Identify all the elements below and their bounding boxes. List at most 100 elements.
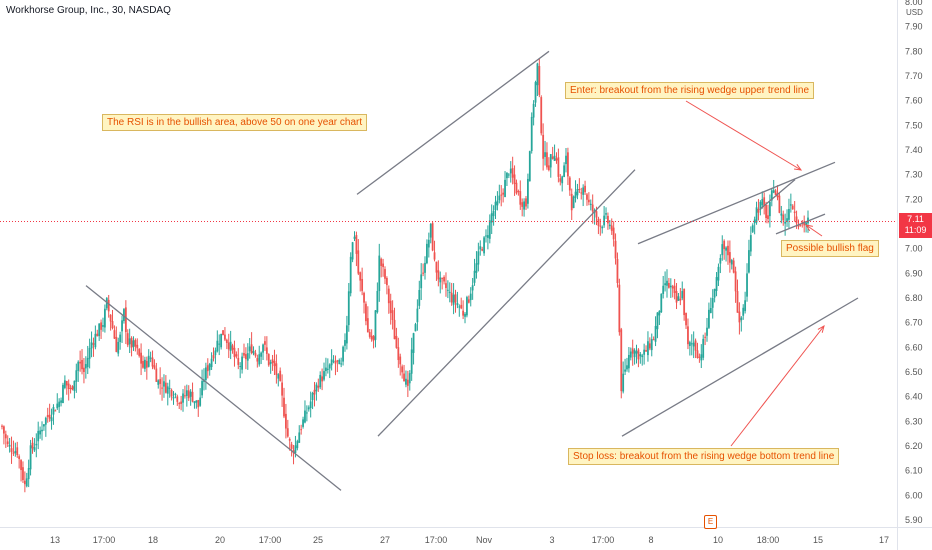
enter-note[interactable]: Enter: breakout from the rising wedge up…: [565, 82, 815, 99]
candle-body: [132, 340, 135, 347]
candle-body: [199, 397, 202, 406]
candle-body: [260, 352, 263, 357]
annotation-arrow[interactable]: [805, 224, 823, 237]
candle-body: [96, 333, 99, 337]
candle-body: [757, 208, 760, 213]
candle-body: [626, 365, 628, 370]
symbol-title[interactable]: Workhorse Group, Inc., 30, NASDAQ: [6, 5, 171, 16]
price-tick-label: 7.50: [905, 120, 923, 130]
candle-body: [174, 393, 177, 395]
trend-line[interactable]: [85, 285, 342, 491]
candle-body: [365, 303, 367, 322]
candle-body: [374, 310, 377, 340]
stop-loss-note[interactable]: Stop loss: breakout from the rising wedg…: [568, 448, 840, 465]
candle-body: [574, 191, 577, 198]
candle-body: [124, 307, 127, 333]
candle-body: [466, 297, 468, 316]
candle-body: [768, 202, 771, 217]
candle-body: [39, 430, 42, 435]
time-tick-label: 27: [380, 535, 390, 545]
candle-body: [591, 204, 594, 212]
candle-body: [269, 362, 272, 365]
time-tick-label: 18: [148, 535, 158, 545]
candle-body: [765, 204, 767, 218]
candle-body: [424, 262, 426, 273]
candle-body: [664, 283, 666, 286]
candle-body: [681, 291, 684, 299]
time-tick-label: 8: [648, 535, 653, 545]
candle-body: [589, 203, 592, 205]
candle-body: [504, 179, 506, 198]
candle-body: [65, 380, 68, 386]
annotation-arrow[interactable]: [685, 100, 802, 171]
candle-body: [355, 235, 358, 254]
candle-body: [477, 251, 480, 265]
candle-body: [155, 368, 158, 382]
candle-body: [296, 441, 299, 449]
candle-body: [33, 447, 36, 451]
trend-line[interactable]: [621, 297, 859, 437]
candle-body: [136, 344, 139, 349]
candle-body: [250, 344, 253, 353]
price-tick-label: 6.20: [905, 441, 923, 451]
candle-body: [479, 246, 482, 250]
candle-body: [471, 285, 474, 291]
candle-body: [279, 370, 282, 381]
annotation-arrow[interactable]: [730, 325, 825, 447]
candle-body: [311, 393, 314, 401]
candle-body: [420, 274, 423, 289]
time-tick-label: 17:00: [259, 535, 282, 545]
candle-body: [763, 197, 766, 207]
price-tick-label: 6.30: [905, 416, 923, 426]
candle-body: [126, 333, 129, 346]
candle-body: [666, 280, 668, 286]
candle-body: [687, 326, 689, 345]
price-tick-label: 7.30: [905, 170, 923, 180]
trend-line[interactable]: [759, 179, 796, 210]
candle-body: [469, 293, 472, 301]
candle-body: [366, 318, 369, 333]
candle-body: [391, 310, 394, 320]
bullish-flag-note[interactable]: Possible bullish flag: [781, 240, 879, 257]
candle-body: [128, 338, 131, 345]
candle-body: [54, 410, 57, 412]
candle-body: [353, 236, 356, 239]
earnings-marker-icon[interactable]: E: [704, 515, 717, 529]
candle-body: [746, 273, 748, 297]
candle-body: [88, 347, 91, 359]
price-axis[interactable]: 8.007.907.807.707.607.507.407.307.207.10…: [905, 0, 923, 525]
candle-body: [719, 257, 722, 264]
candle-body: [298, 432, 301, 443]
candle-body: [241, 356, 243, 370]
candle-body: [193, 401, 196, 404]
candle-body: [168, 388, 171, 390]
time-axis[interactable]: 13 17:00 18 20 17:00 25 27 17:00 Nov 3 17:00 8 10 18:…: [50, 535, 889, 545]
trend-line[interactable]: [377, 169, 636, 437]
candle-body: [315, 384, 318, 392]
arrow-head: [817, 324, 825, 333]
candle-body: [706, 327, 708, 336]
trend-line[interactable]: [637, 161, 836, 245]
candle-body: [450, 292, 453, 303]
candle-body: [759, 201, 762, 210]
candle-body: [286, 428, 289, 437]
candle-body: [159, 379, 162, 384]
rsi-note[interactable]: The RSI is in the bullish area, above 50…: [102, 114, 368, 131]
candle-body: [359, 272, 362, 281]
candle-body: [723, 240, 726, 250]
candle-body: [544, 152, 546, 157]
candle-body: [500, 194, 503, 196]
candle-body: [50, 417, 53, 422]
candle-body: [378, 255, 381, 292]
candle-body: [3, 426, 5, 434]
price-tick-label: 6.90: [905, 268, 923, 278]
candle-body: [738, 311, 741, 323]
candle-body: [20, 460, 22, 471]
candle-body: [25, 478, 28, 487]
candle-body: [563, 165, 566, 177]
candle-body: [237, 357, 240, 365]
trend-line[interactable]: [775, 213, 826, 235]
candle-body: [692, 342, 695, 347]
trend-line[interactable]: [356, 50, 550, 195]
